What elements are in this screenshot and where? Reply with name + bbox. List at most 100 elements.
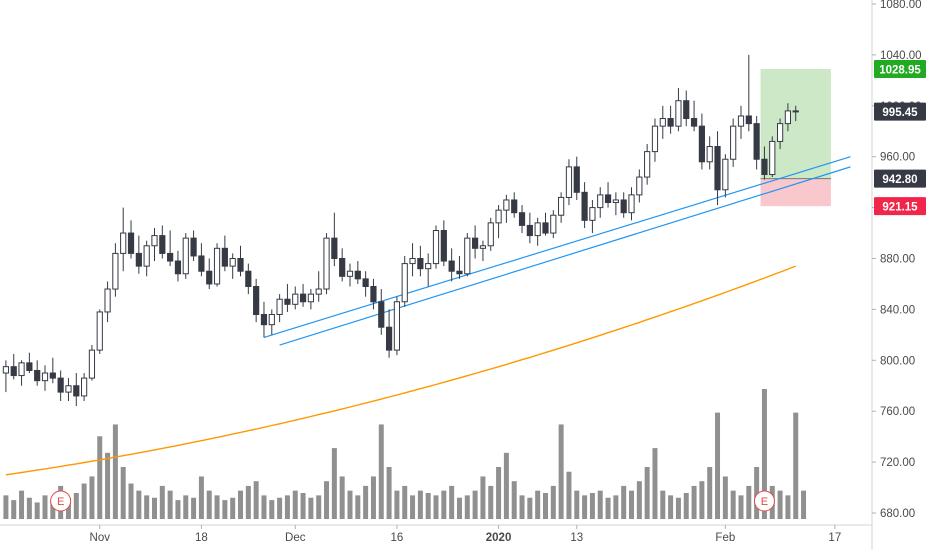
candle-body	[753, 123, 760, 160]
volume-bar	[151, 497, 157, 519]
candle	[511, 192, 518, 218]
candle	[18, 360, 25, 386]
candle	[604, 182, 612, 208]
volume-bar	[629, 490, 635, 519]
volume-bar	[167, 490, 173, 519]
volume-bar	[699, 481, 705, 519]
volume-bar	[793, 412, 799, 519]
candle	[182, 233, 189, 279]
candle	[628, 187, 635, 221]
candle-body	[651, 125, 659, 153]
candle-body	[706, 146, 713, 163]
volume-bar	[34, 502, 40, 519]
price-label-badge: 995.45	[874, 102, 926, 121]
candle	[88, 345, 96, 381]
candle	[737, 105, 745, 139]
candle-body	[425, 263, 432, 270]
candle	[698, 113, 705, 170]
volume-bar	[605, 497, 611, 519]
candle-body	[737, 115, 745, 127]
time-tick-label: 18	[195, 532, 208, 544]
candle-body	[558, 196, 565, 216]
candle	[479, 240, 487, 262]
candle-body	[456, 270, 463, 275]
price-label-bg	[874, 197, 926, 216]
volume-bar	[582, 495, 588, 519]
earnings-marker: E	[753, 490, 775, 512]
volume-bar	[261, 495, 267, 519]
candle-body	[253, 285, 260, 315]
volume-bar	[519, 495, 525, 519]
volume-bar	[683, 493, 689, 519]
volume-bar	[691, 485, 697, 519]
candle	[2, 360, 10, 393]
candle	[34, 360, 41, 386]
candle	[636, 169, 643, 203]
candle-body	[104, 288, 111, 313]
candle	[589, 199, 596, 234]
price-tick-label: 680.00	[880, 508, 915, 520]
time-tick-label: 16	[391, 532, 404, 544]
volume-bar	[386, 467, 392, 519]
candle-body	[10, 366, 17, 377]
candle	[190, 230, 197, 262]
candle-body	[268, 313, 275, 326]
candle-body	[612, 199, 619, 204]
candle	[135, 235, 142, 274]
candle	[284, 283, 291, 312]
candle	[792, 105, 799, 122]
candle	[620, 192, 627, 218]
candle-body	[41, 372, 49, 382]
volume-bar	[715, 412, 721, 519]
candle	[722, 154, 729, 198]
candle-body	[401, 263, 408, 303]
candle-body	[565, 166, 573, 198]
candle-body	[393, 301, 401, 351]
candle	[167, 230, 174, 267]
candle-body	[385, 326, 393, 351]
candle	[57, 370, 64, 402]
candle	[276, 294, 283, 323]
volume-bar	[441, 490, 447, 519]
candle-body	[362, 278, 369, 287]
volume-bar	[558, 424, 564, 519]
earnings-label: E	[761, 496, 768, 508]
candle	[714, 131, 721, 206]
stop-zone	[760, 178, 831, 207]
volume-bar	[89, 476, 95, 519]
time-tick-label: 2020	[486, 532, 512, 544]
volume-bar	[308, 497, 314, 519]
candle	[456, 255, 463, 279]
candle	[65, 378, 72, 402]
candle	[769, 136, 776, 178]
candle	[495, 205, 502, 239]
volume-bar	[480, 476, 486, 519]
candles	[2, 54, 799, 407]
price-label-bg	[874, 102, 926, 121]
candle-body	[550, 214, 557, 234]
volume-bar	[269, 500, 275, 519]
price-label-text: 942.80	[882, 174, 917, 186]
candle	[315, 271, 322, 302]
candle-body	[151, 235, 158, 247]
candle-body	[440, 230, 447, 262]
candle-body	[18, 362, 25, 377]
price-label-badge: 1028.95	[874, 59, 926, 78]
candle	[612, 192, 619, 216]
price-label-bg	[874, 59, 926, 78]
candle-body	[730, 125, 737, 160]
price-label-bg	[874, 169, 926, 188]
volume-bar	[363, 485, 369, 519]
candle	[659, 105, 666, 139]
candle-body	[323, 237, 330, 290]
candle-body	[299, 293, 307, 303]
volume-bar	[417, 490, 423, 519]
volume-bar	[621, 485, 627, 519]
volume-bar	[785, 495, 791, 519]
candle-body	[409, 258, 416, 265]
candle-body	[722, 158, 729, 191]
volume-bar	[589, 493, 595, 519]
volume-bar	[370, 476, 376, 519]
